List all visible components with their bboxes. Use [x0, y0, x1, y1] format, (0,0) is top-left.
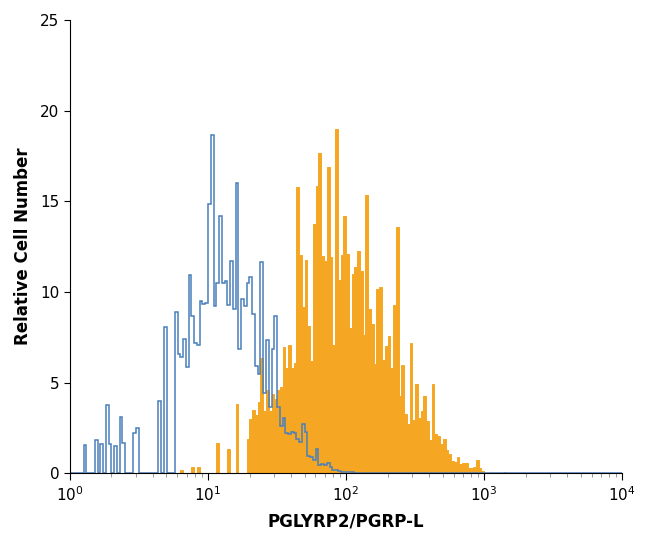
Y-axis label: Relative Cell Number: Relative Cell Number: [14, 148, 32, 345]
X-axis label: PGLYRP2/PGRP-L: PGLYRP2/PGRP-L: [268, 512, 424, 530]
